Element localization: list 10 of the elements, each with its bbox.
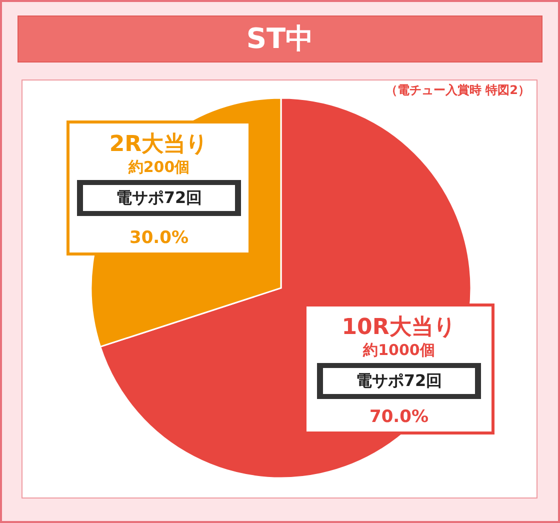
text: 約1000個 — [362, 341, 435, 359]
text: 電サポ72回 — [116, 188, 202, 207]
text: 電サポ72回 — [356, 371, 442, 390]
chart-subtitle: （電チュー入賞時 特図2） — [385, 83, 530, 97]
data-label: 70.0% — [370, 407, 428, 427]
chart-title: ST中 — [246, 22, 314, 55]
text: 約200個 — [127, 158, 190, 176]
slice-label: 10R大当り — [342, 315, 456, 340]
data-label: 30.0% — [130, 228, 188, 248]
slice-label: 2R大当り — [109, 132, 209, 157]
